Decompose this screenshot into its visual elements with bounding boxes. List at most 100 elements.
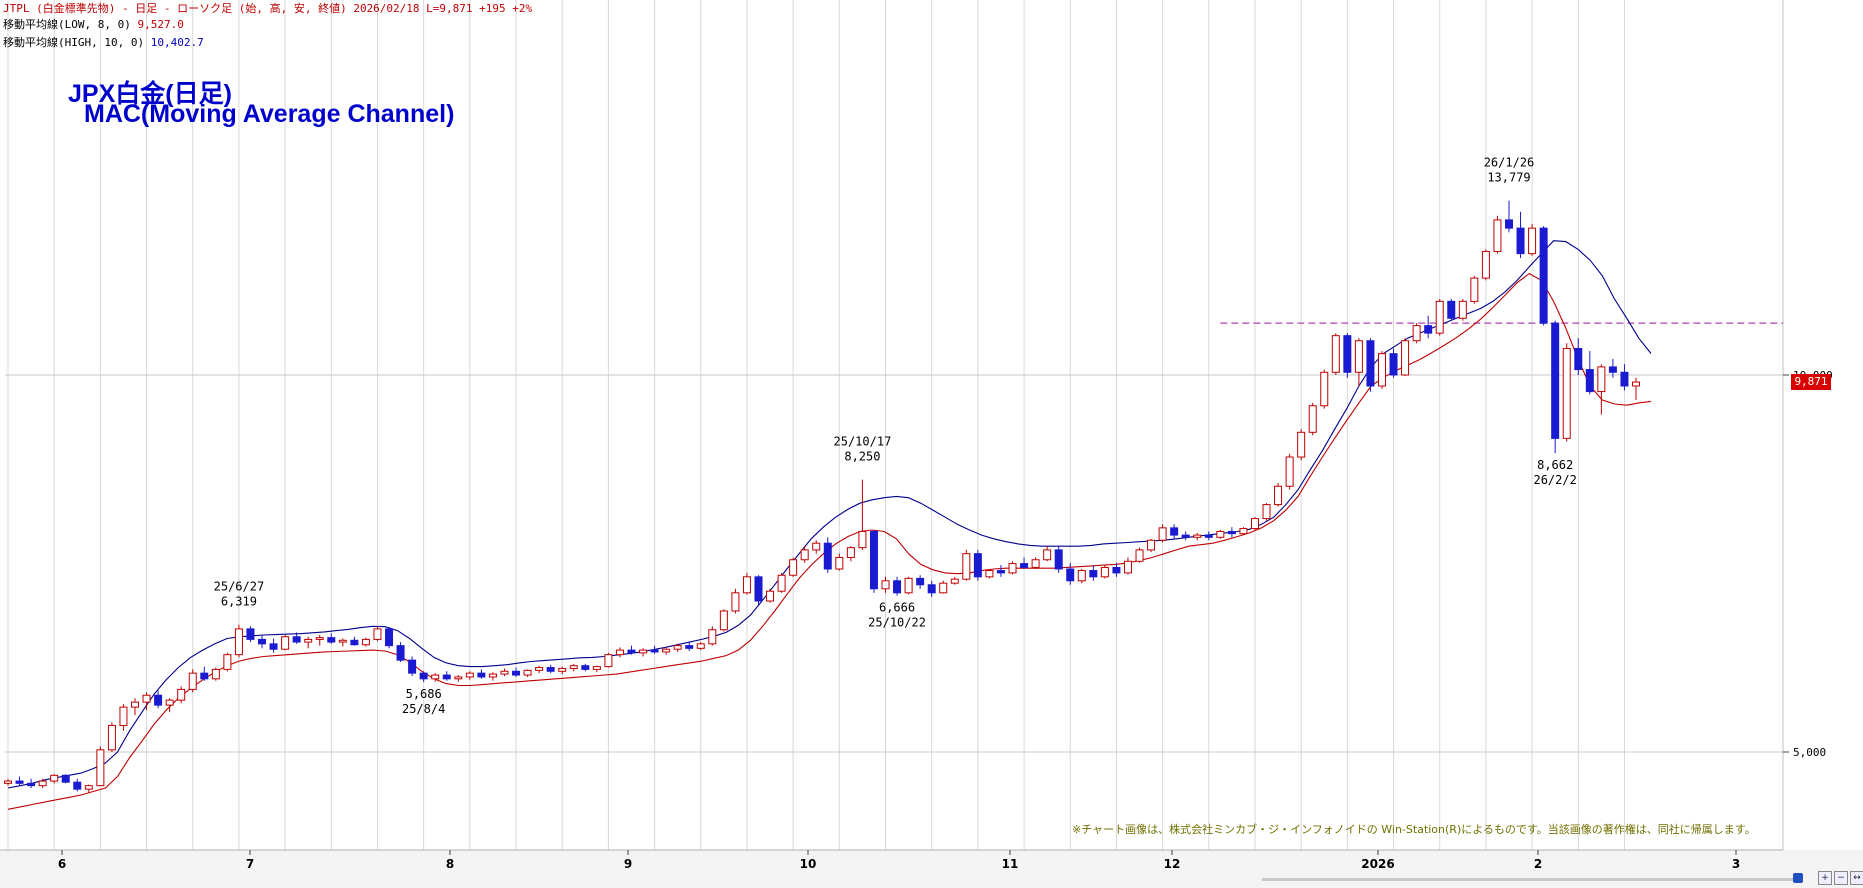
candle-body [927,584,936,594]
candle-body [131,701,140,708]
candle-body [1597,366,1606,393]
candle [1181,531,1190,541]
candle-body [800,549,809,561]
annotation-label: 25/6/27 [214,580,265,594]
candle-body [673,645,682,650]
annotation-label: 6,666 [879,601,915,615]
candle-body [1008,563,1017,574]
candle-body [985,570,994,578]
candle [1100,565,1109,579]
candle [869,530,878,593]
candle [1343,333,1352,378]
candle-body [973,553,982,578]
candle-body [1528,227,1537,255]
candle-body [1089,570,1098,578]
candle-body [766,590,775,602]
annotation-label: 26/2/2 [1533,473,1576,487]
candle-body [84,785,93,790]
candle-body [350,639,359,646]
candle [1239,527,1248,536]
x-tick-label: 8 [446,857,454,871]
candle [107,722,116,752]
candle [1308,402,1317,436]
candle-body [916,577,925,586]
candle-body [477,672,486,678]
chart-scrollbar[interactable] [1262,878,1802,881]
zoom-in-icon[interactable]: + [1818,871,1832,885]
candle [1366,338,1375,392]
zoom-out-icon[interactable]: − [1834,871,1848,885]
candle [200,666,209,681]
candle [396,642,405,662]
candle [488,672,497,681]
candle-body [1320,371,1329,407]
candle-body [639,649,648,654]
candle-body [1158,527,1167,541]
candle [546,664,555,674]
candlesticks [4,200,1640,793]
candle [1147,538,1156,553]
candle [465,671,474,680]
candle-body [1585,369,1594,393]
candle-body [893,580,902,594]
candle-body [385,628,394,647]
candle [927,580,936,597]
candle-body [535,667,544,671]
candle [1193,532,1202,541]
candle [154,690,163,709]
candle [581,663,590,672]
candle [523,669,532,677]
candle-body [1285,456,1294,487]
x-tick-label: 2 [1534,857,1542,871]
candle-body [1435,300,1444,334]
candle [38,778,47,788]
candle [615,647,624,658]
candle [673,643,682,652]
candle-body [50,774,59,782]
ma-low-label: 移動平均線(LOW, 8, 0) [3,18,131,31]
candle-body [1620,371,1629,387]
x-axis-band [0,850,1863,888]
candle-body [789,559,798,576]
candle-body [431,674,440,680]
candle-body [107,724,116,751]
candle-body [27,782,36,787]
candle-body [1181,534,1190,538]
candle [500,668,509,676]
candle [1539,226,1548,326]
moving-average-lines [7,240,1652,810]
candle-body [142,694,151,703]
candle-body [858,530,867,549]
candle-body [742,576,751,594]
candle [1274,482,1283,507]
candle [258,635,267,649]
candle-body [419,672,428,680]
ma-high-label: 移動平均線(HIGH, 10, 0) [3,36,145,49]
candle [1632,377,1640,401]
candle-body [996,570,1005,574]
y-tick-label: 5,000 [1793,746,1826,759]
candle [1551,320,1560,454]
candle-body [1574,347,1583,371]
candle-body [1504,219,1513,229]
candle [442,671,451,681]
x-tick-label: 9 [624,857,632,871]
candle-body [4,780,12,784]
candle [1389,348,1398,378]
candle-body [604,654,613,668]
candle [84,784,93,793]
zoom-fit-icon[interactable]: ↔ [1850,871,1863,885]
candle-body [373,628,382,640]
candle [177,686,186,704]
candle [1458,298,1467,321]
candle [939,580,948,594]
candle-body [1135,549,1144,562]
candle [1481,249,1490,281]
last-price-tag: 9,871 [1791,374,1831,390]
candle [719,609,728,632]
scrollbar-thumb[interactable] [1793,873,1803,883]
candle-body [939,582,948,594]
candle-body [1031,559,1040,568]
annotation-label: 6,319 [221,595,257,609]
